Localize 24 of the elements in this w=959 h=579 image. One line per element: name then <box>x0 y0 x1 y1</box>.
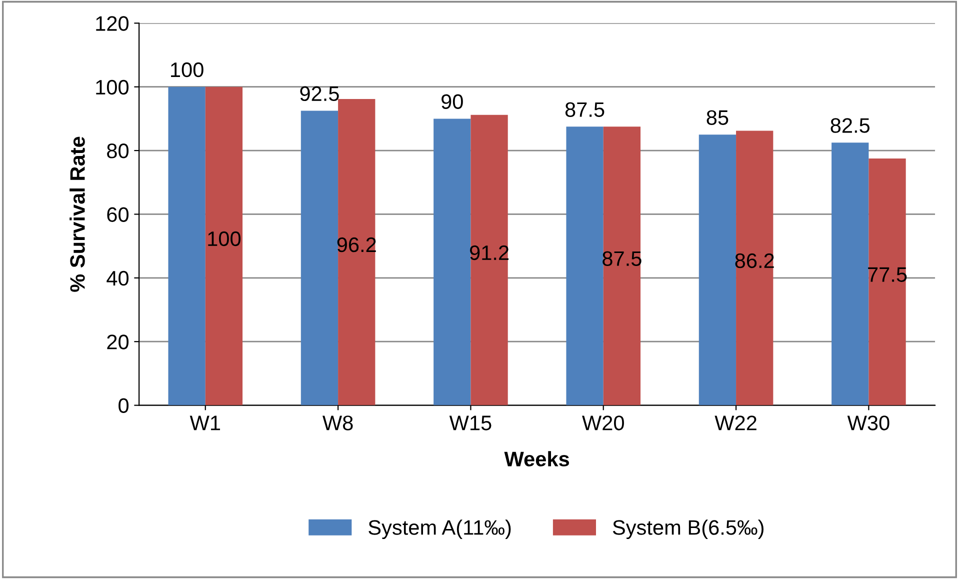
y-tick-label: 0 <box>118 398 129 414</box>
data-label: 82.5 <box>830 118 870 133</box>
data-label: 85 <box>706 110 728 125</box>
data-label: 92.5 <box>300 86 339 102</box>
data-label: 87.5 <box>565 102 604 117</box>
x-tick-label: W1 <box>190 416 220 430</box>
y-tick-label: 60 <box>107 207 129 222</box>
legend-label: System A(11‰) <box>368 520 511 540</box>
y-tick-label: 120 <box>96 16 129 31</box>
data-label: 100 <box>208 231 241 246</box>
x-tick-label: W15 <box>449 416 492 430</box>
y-tick-label: 100 <box>96 80 129 95</box>
x-tick-label: W20 <box>582 416 624 430</box>
y-axis-title: % Survival Rate <box>70 136 85 292</box>
y-tick-label: 40 <box>106 270 129 286</box>
data-label: 100 <box>171 62 204 78</box>
x-tick-label: W22 <box>714 416 756 430</box>
y-tick-label: 80 <box>107 144 129 158</box>
x-tick-label: W30 <box>847 416 890 430</box>
y-tick-label: 20 <box>107 334 129 350</box>
x-tick-label: W8 <box>322 416 353 430</box>
legend-label: System B(6.5‰) <box>612 520 764 540</box>
data-label: 90 <box>442 94 463 110</box>
x-axis-title: Weeks <box>504 451 570 466</box>
